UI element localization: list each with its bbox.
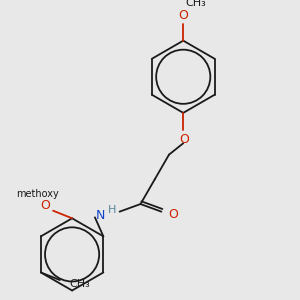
Text: O: O [178,10,188,22]
Text: O: O [168,208,178,221]
Text: O: O [40,199,50,212]
Text: CH₃: CH₃ [69,279,90,289]
Text: CH₃: CH₃ [185,0,206,8]
Text: N: N [96,209,105,222]
Text: H: H [108,205,116,215]
Text: O: O [179,133,189,146]
Text: methoxy: methoxy [16,189,59,199]
